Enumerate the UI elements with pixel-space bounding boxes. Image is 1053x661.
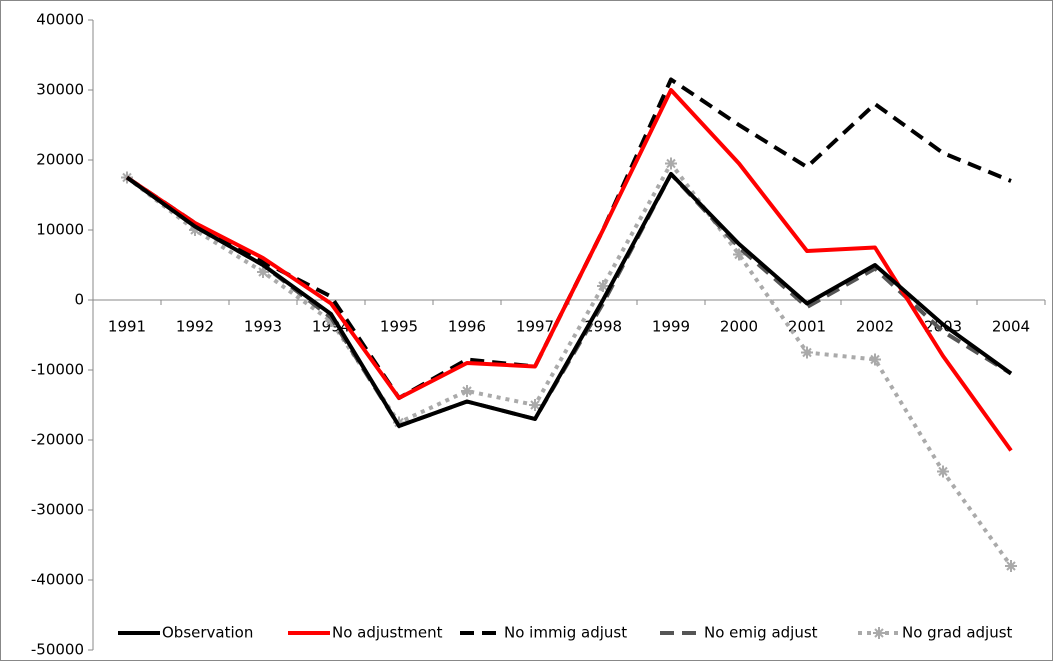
x-tick-label: 1996 — [448, 318, 486, 336]
x-tick-label: 1991 — [108, 318, 146, 336]
marker-stroke — [666, 158, 676, 169]
point-marker — [529, 399, 541, 411]
x-tick-label: 1998 — [584, 318, 622, 336]
x-tick-label: 1993 — [244, 318, 282, 336]
marker-stroke — [938, 466, 948, 477]
legend-label: No grad adjust — [902, 624, 1013, 642]
x-tick-label: 2000 — [720, 318, 758, 336]
point-marker — [869, 353, 881, 366]
y-tick-label: -10000 — [31, 361, 84, 379]
x-tick-label: 2002 — [856, 318, 894, 336]
legend: Observation No adjustment No immig adjust N… — [118, 624, 1013, 642]
marker-stroke — [530, 400, 540, 410]
y-tick-label: -50000 — [31, 641, 84, 659]
point-marker — [461, 385, 473, 397]
marker-stroke — [874, 628, 884, 638]
legend-label: No adjustment — [332, 624, 443, 642]
series-line — [125, 161, 1013, 568]
legend-marker — [873, 627, 885, 639]
x-tick-label: 1995 — [380, 318, 418, 336]
marker-stroke — [1006, 561, 1016, 571]
marker-stroke — [870, 354, 880, 365]
marker-stroke — [462, 386, 472, 396]
y-tick-label: 30000 — [36, 81, 84, 99]
x-tick-label: 1997 — [516, 318, 554, 336]
legend-label: No emig adjust — [704, 624, 818, 642]
point-marker — [597, 280, 609, 292]
x-tick-label: 2004 — [992, 318, 1030, 336]
y-tick-label: -40000 — [31, 571, 84, 589]
series-line — [125, 88, 1013, 452]
marker-stroke — [598, 281, 608, 291]
y-tick-label: -30000 — [31, 501, 84, 519]
y-tick-label: 40000 — [36, 11, 84, 29]
marker-stroke — [802, 347, 812, 358]
legend-label: No immig adjust — [504, 624, 627, 642]
point-marker — [665, 157, 677, 170]
y-tick-label: 10000 — [36, 221, 84, 239]
y-tick-label: 20000 — [36, 151, 84, 169]
y-tick-label: -20000 — [31, 431, 84, 449]
point-marker — [1005, 560, 1017, 572]
x-tick-label: 1992 — [176, 318, 214, 336]
point-marker — [801, 346, 813, 359]
series-line — [125, 172, 1013, 428]
x-tick-label: 2001 — [788, 318, 826, 336]
x-tick-label: 1999 — [652, 318, 690, 336]
y-tick-label: 0 — [74, 291, 84, 309]
legend-label: Observation — [162, 624, 253, 642]
point-marker — [937, 465, 949, 478]
